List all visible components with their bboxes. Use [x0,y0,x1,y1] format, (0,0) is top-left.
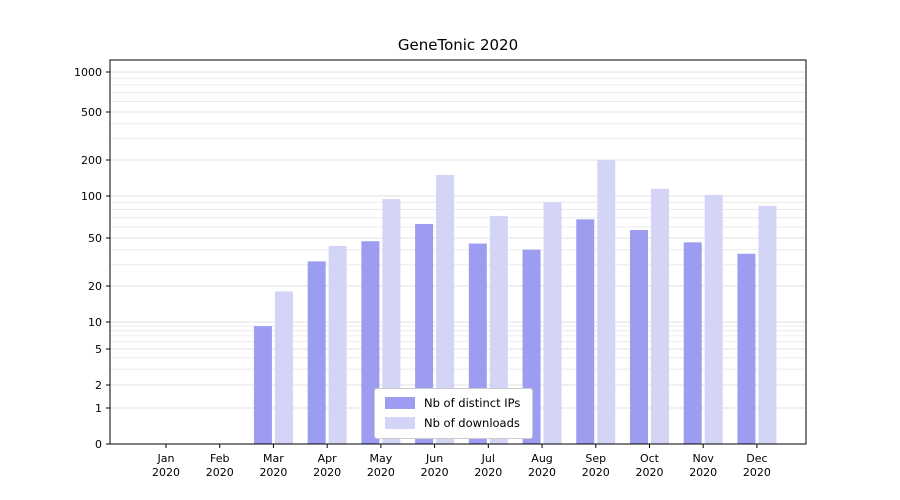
legend-label-distinct-ips: Nb of distinct IPs [424,396,521,410]
legend-item-distinct-ips: Nb of distinct IPs [385,396,520,410]
bar [704,194,723,444]
x-tick-label-year: 2020 [367,466,395,479]
x-tick-label-year: 2020 [421,466,449,479]
legend-label-downloads: Nb of downloads [424,416,520,430]
y-tick-label: 100 [81,190,102,203]
y-tick-label: 50 [88,232,102,245]
y-tick-label: 200 [81,154,102,167]
y-tick-label: 20 [88,280,102,293]
y-tick-label: 10 [88,316,102,329]
x-tick-label-month: Mar [263,452,284,465]
y-axis-ticks: 0 1 2 5 10 20 50 100 200 500 1000 [74,66,110,451]
gridlines-minor [110,77,806,370]
x-tick-label-month: Oct [640,452,660,465]
bar [328,245,347,444]
bar [307,261,326,444]
x-tick-label-month: Dec [746,452,767,465]
x-tick-label-year: 2020 [635,466,663,479]
legend-item-downloads: Nb of downloads [385,416,520,430]
bars [253,160,777,444]
x-tick-label-year: 2020 [206,466,234,479]
x-tick-label-year: 2020 [259,466,287,479]
bar [758,205,777,444]
bar [576,219,595,444]
x-tick-label-month: May [370,452,393,465]
y-tick-label: 1 [95,402,102,415]
x-axis-ticks: Jan2020Feb2020Mar2020Apr2020May2020Jun20… [152,444,771,479]
bar [489,215,508,444]
y-tick-label: 1000 [74,66,102,79]
legend-swatch-distinct-ips [385,397,415,409]
x-tick-label-year: 2020 [689,466,717,479]
bar [737,253,756,444]
bar [543,202,562,444]
y-tick-label: 500 [81,106,102,119]
x-tick-label-year: 2020 [474,466,502,479]
x-tick-label-month: Nov [692,452,714,465]
legend: Nb of distinct IPs Nb of downloads [374,388,534,439]
bar [683,242,702,444]
x-tick-label-month: Jun [425,452,443,465]
bar [436,174,455,444]
x-tick-label-month: Feb [210,452,229,465]
bar [253,326,272,444]
bar [274,291,293,444]
axis-frame [109,59,807,445]
x-tick-label-month: Aug [531,452,552,465]
bar [650,188,669,444]
x-tick-label-year: 2020 [582,466,610,479]
y-tick-label: 5 [95,343,102,356]
x-tick-label-year: 2020 [313,466,341,479]
x-tick-label-year: 2020 [528,466,556,479]
bar [629,230,648,444]
y-tick-label: 0 [95,438,102,451]
x-tick-label-month: Apr [318,452,338,465]
y-tick-label: 2 [95,379,102,392]
bar [597,160,616,444]
chart-title: GeneTonic 2020 [397,36,519,54]
bar [382,199,401,444]
x-tick-label-year: 2020 [743,466,771,479]
x-tick-label-month: Sep [585,452,606,465]
x-tick-label-month: Jan [157,452,175,465]
x-tick-label-year: 2020 [152,466,180,479]
x-tick-label-month: Jul [481,452,495,465]
legend-swatch-downloads [385,417,415,429]
